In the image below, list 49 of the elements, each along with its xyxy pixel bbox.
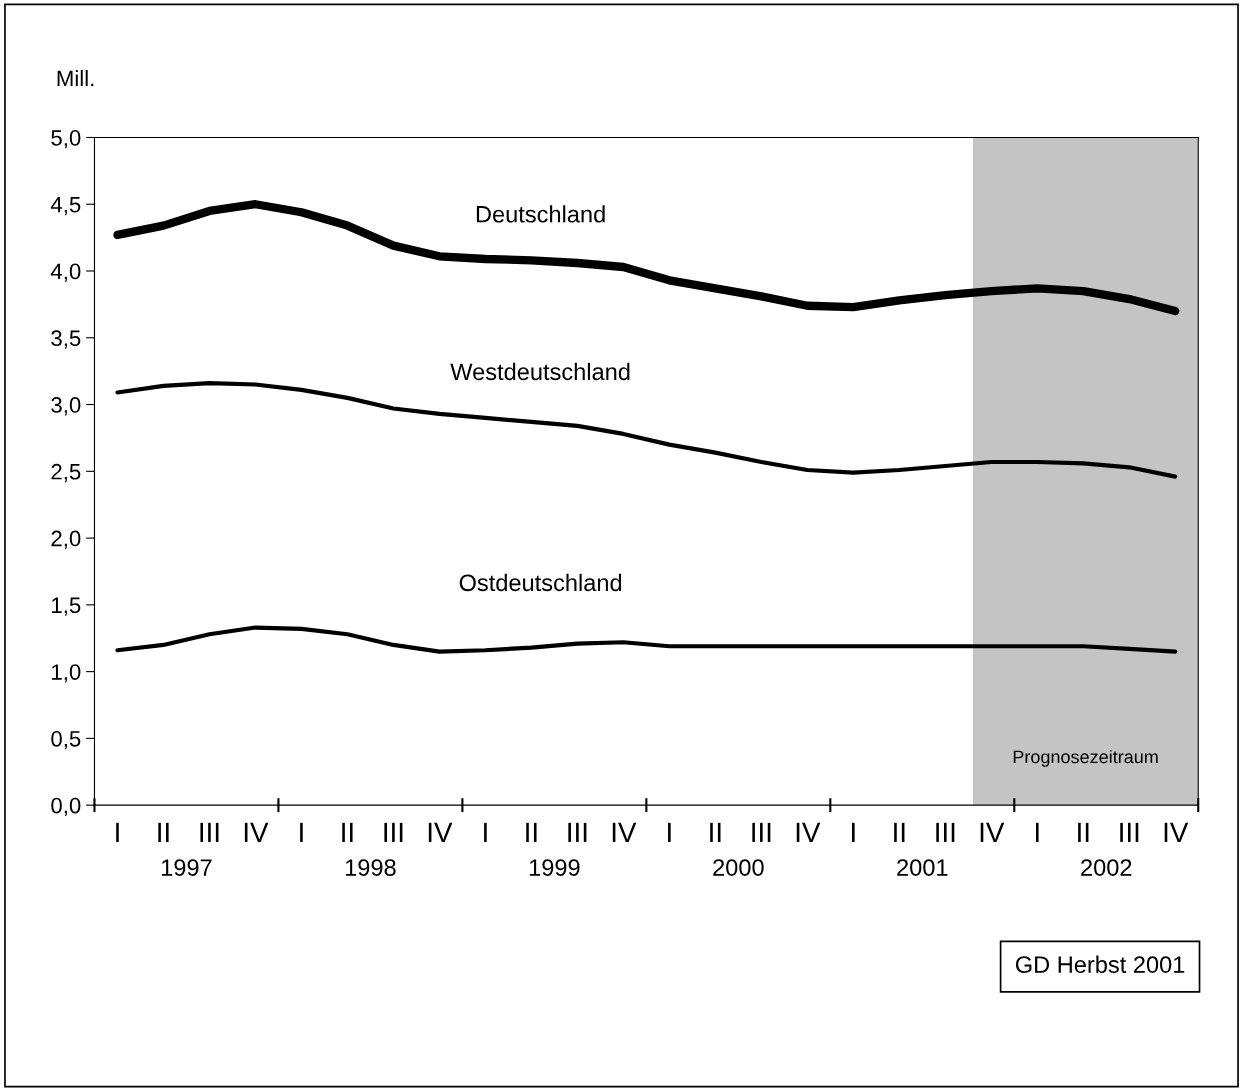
x-tick-label: I	[484, 822, 487, 842]
y-tick-label: 2,0	[51, 530, 81, 549]
x-tick-label: III	[1120, 822, 1139, 842]
x-tick-label: I	[116, 822, 119, 842]
series-label: Westdeutschland	[450, 362, 630, 381]
text: GD Herbst 2001	[1015, 955, 1185, 973]
text: 1999	[529, 859, 580, 876]
x-tick-label: IV	[428, 822, 453, 842]
x-tick-label: IV	[796, 822, 821, 842]
x-tick-label: IV	[244, 822, 269, 842]
y-tick-label: 3,0	[51, 397, 81, 416]
x-tick-label: IV	[1164, 822, 1189, 842]
y-tick-label: 5,0	[51, 130, 81, 149]
text: Ostdeutschland	[459, 573, 622, 592]
x-tick-label: II	[342, 822, 353, 842]
x-tick-label: II	[158, 822, 169, 842]
y-tick-label: 4,0	[50, 263, 81, 282]
text: 2000	[713, 859, 764, 876]
text: 1998	[345, 859, 396, 876]
x-tick-label: I	[668, 822, 671, 842]
y-tick-label: 4,5	[50, 197, 81, 216]
text: 1997	[161, 859, 212, 876]
line-series	[115, 381, 1178, 479]
y-tick-label: 2,5	[51, 463, 81, 483]
x-tick-label: II	[894, 822, 905, 842]
x-tick-label: III	[752, 822, 771, 842]
x-tick-label: I	[300, 822, 303, 842]
annotation: Prognosezeitraum	[1013, 750, 1158, 767]
y-tick-label: 1,5	[52, 597, 81, 616]
x-tick-label: IV	[980, 822, 1005, 842]
x-tick-label: I	[1035, 822, 1039, 842]
y-axis-title: Mill.	[57, 70, 94, 87]
x-tick-label: II	[1078, 822, 1089, 842]
y-tick-label: 1,0	[52, 664, 81, 683]
text: 2002	[1081, 859, 1132, 876]
x-tick-label: III	[936, 822, 955, 842]
x-tick-label: III	[384, 822, 403, 842]
series-label: Deutschland	[476, 205, 605, 223]
x-tick-label: II	[526, 822, 537, 842]
line-series	[115, 625, 1178, 654]
x-tick-label: III	[568, 822, 587, 842]
text: 2001	[897, 859, 948, 876]
x-tick-label: I	[852, 822, 855, 842]
y-tick-label: 0,0	[51, 797, 81, 817]
y-tick-label: 3,5	[51, 330, 81, 349]
x-tick-label: II	[710, 822, 721, 842]
x-tick-label: IV	[612, 822, 637, 842]
x-tick-label: III	[200, 822, 219, 842]
y-tick-label: 0,5	[51, 730, 81, 750]
